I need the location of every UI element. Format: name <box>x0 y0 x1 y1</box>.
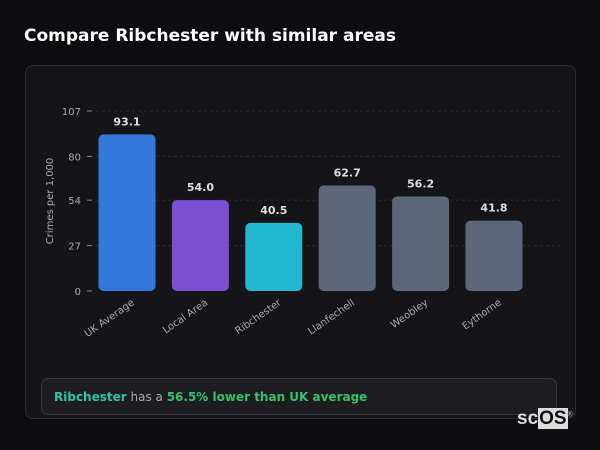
x-tick-label: Llanfechell <box>306 297 357 337</box>
y-tick-label: 107 <box>62 107 81 118</box>
bar-value-label: 41.8 <box>480 202 507 215</box>
x-tick-label: Local Area <box>161 297 210 336</box>
y-tick-label: 54 <box>68 196 81 207</box>
summary-area: Ribchester <box>54 390 127 404</box>
summary-text: has a <box>126 390 167 404</box>
y-tick-label: 27 <box>68 242 81 253</box>
scos-logo: scOS® <box>517 408 573 429</box>
bar-ribchester[interactable] <box>245 222 303 291</box>
summary-highlight: 56.5% lower than UK average <box>166 390 368 404</box>
x-tick-label: UK Average <box>83 297 137 339</box>
bar-weobley[interactable] <box>392 196 450 291</box>
bar-value-label: 40.5 <box>260 204 287 217</box>
x-tick-label: Weobley <box>389 297 430 331</box>
bar-uk-average[interactable] <box>98 134 156 291</box>
bar-value-label: 62.7 <box>334 167 361 180</box>
x-tick-label: Eythorne <box>461 297 504 332</box>
x-tick-label: Ribchester <box>233 297 284 337</box>
bar-llanfechell[interactable] <box>318 185 376 291</box>
y-axis-label: Crimes per 1,000 <box>45 158 56 245</box>
y-tick-label: 0 <box>75 287 81 298</box>
y-tick-label: 80 <box>68 152 81 163</box>
bar-local-area[interactable] <box>171 200 229 291</box>
page-title: Compare Ribchester with similar areas <box>24 26 396 46</box>
bar-value-label: 93.1 <box>113 115 140 128</box>
bar-value-label: 54.0 <box>187 181 214 194</box>
bar-eythorne[interactable] <box>465 220 523 291</box>
summary-box: Ribchester has a 56.5% lower than UK ave… <box>41 378 557 415</box>
bar-value-label: 56.2 <box>407 177 434 190</box>
